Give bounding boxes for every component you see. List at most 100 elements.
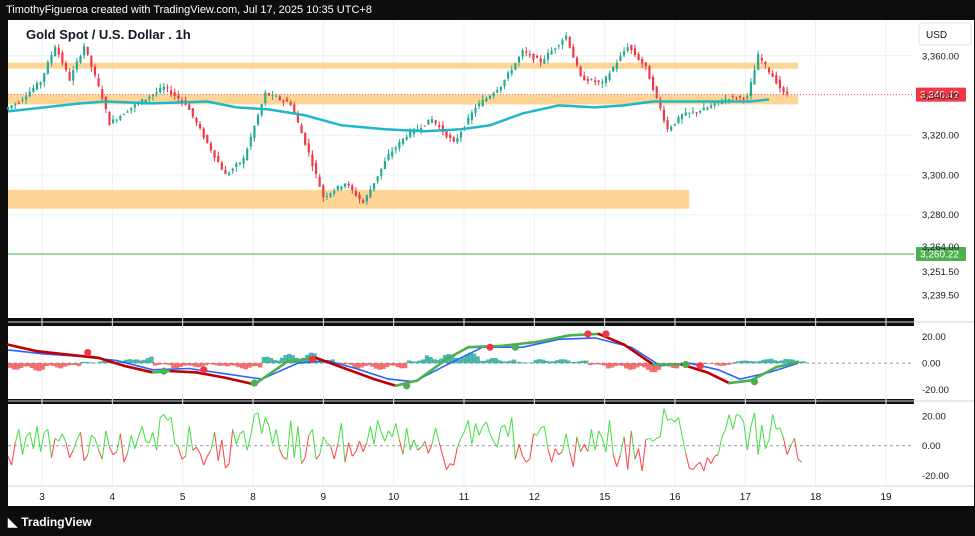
candle-body <box>586 78 589 82</box>
wave-trend-fast-segment <box>224 376 256 386</box>
currency-button[interactable]: USD <box>918 22 972 46</box>
x-tick-label: 5 <box>180 492 186 503</box>
candle-body <box>112 119 115 124</box>
candle <box>738 95 742 101</box>
candle <box>539 55 542 68</box>
oscillator-segment <box>638 448 643 472</box>
histogram-bar <box>500 361 506 364</box>
candle-body <box>579 66 582 77</box>
oscillator-segment <box>475 423 480 436</box>
x-tick-label: 4 <box>110 492 116 503</box>
candle <box>767 67 771 75</box>
candle <box>166 84 169 93</box>
candle-body <box>532 53 535 60</box>
cross-dot <box>696 362 704 370</box>
histogram-bar <box>674 363 680 369</box>
candle <box>438 121 441 131</box>
candle-body <box>430 119 434 123</box>
oscillator-segment <box>32 426 38 449</box>
x-tick-label: 17 <box>740 492 752 503</box>
candle-body <box>786 91 789 94</box>
candle-body <box>394 147 397 150</box>
histogram-bar <box>558 359 564 364</box>
oscillator-segment <box>192 446 197 451</box>
candle-body <box>376 176 379 182</box>
candle <box>673 123 676 127</box>
candle <box>749 78 753 100</box>
wave-trend-fast-segment <box>314 356 347 370</box>
candle <box>86 46 89 57</box>
candle-body <box>680 114 684 119</box>
candle-body <box>173 92 176 96</box>
oscillator-segment <box>540 425 545 429</box>
histogram-bar <box>51 363 56 367</box>
moving-average-path <box>7 98 770 133</box>
candle <box>6 106 10 111</box>
oscillator-segment <box>677 417 683 436</box>
candle <box>126 109 129 113</box>
oscillator-segment <box>235 433 241 445</box>
candle-body <box>86 46 89 55</box>
oscillator-segment <box>304 435 310 458</box>
oscillator-segment <box>391 423 397 437</box>
candle <box>554 47 557 54</box>
candle-body <box>14 103 17 106</box>
oscillator-segment <box>395 423 400 440</box>
oscillator-segment <box>721 429 727 438</box>
candle <box>423 125 426 127</box>
candle-body <box>709 105 713 108</box>
x-tick-label: 12 <box>529 492 541 503</box>
price-tick-label: 3,360.00 <box>922 51 959 62</box>
oscillator-segment <box>768 414 774 440</box>
candle <box>90 55 93 72</box>
oscillator-segment <box>344 442 350 463</box>
candle <box>32 84 35 94</box>
candle <box>253 125 256 142</box>
candle-body <box>130 107 133 111</box>
candle <box>760 53 763 64</box>
candle-body <box>423 125 426 127</box>
oscillator-segment <box>598 430 603 439</box>
histogram-bar <box>732 362 738 364</box>
candle <box>325 192 328 200</box>
tradingview-logo[interactable]: ◣ TradingView <box>8 515 92 529</box>
histogram-bar <box>341 363 346 365</box>
histogram-bar <box>471 353 477 364</box>
axes: 3 4 5 8 9 10 11 12 15 16 17 18 193,360.003,340.003,3… <box>8 51 974 503</box>
candle-body <box>238 162 242 165</box>
histogram-bar <box>479 360 484 364</box>
oscillator-segment <box>94 438 100 451</box>
histogram-bar <box>174 363 180 369</box>
candle <box>456 134 459 145</box>
histogram-bar <box>247 363 252 368</box>
candle-body <box>550 50 553 55</box>
wave-trend-fast-segment <box>71 353 100 360</box>
oscillator-segment <box>605 420 611 452</box>
cross-dot <box>84 348 92 357</box>
candle <box>615 59 618 73</box>
candle <box>322 183 325 203</box>
candle-body <box>662 109 666 121</box>
candle <box>753 64 756 85</box>
histogram-bar <box>758 360 763 364</box>
candle-body <box>470 112 473 120</box>
candle <box>688 112 691 118</box>
oscillator-segment <box>569 451 574 467</box>
candle-body <box>365 195 368 202</box>
zone-rect <box>8 189 690 209</box>
oscillator-segment <box>156 417 161 451</box>
histogram-bar <box>142 359 147 364</box>
candle-body <box>75 61 78 70</box>
histogram-bar <box>569 362 575 364</box>
histogram-bar <box>403 363 408 369</box>
candle-body <box>17 102 20 104</box>
candle-body <box>231 168 234 171</box>
oscillator-segment <box>61 433 67 443</box>
oscillator-segment <box>656 436 661 439</box>
oscillator-segment <box>580 444 585 452</box>
candle <box>188 103 191 111</box>
oscillator-segment <box>243 430 248 451</box>
histogram-bar <box>29 363 35 369</box>
histogram-bar <box>645 363 651 370</box>
